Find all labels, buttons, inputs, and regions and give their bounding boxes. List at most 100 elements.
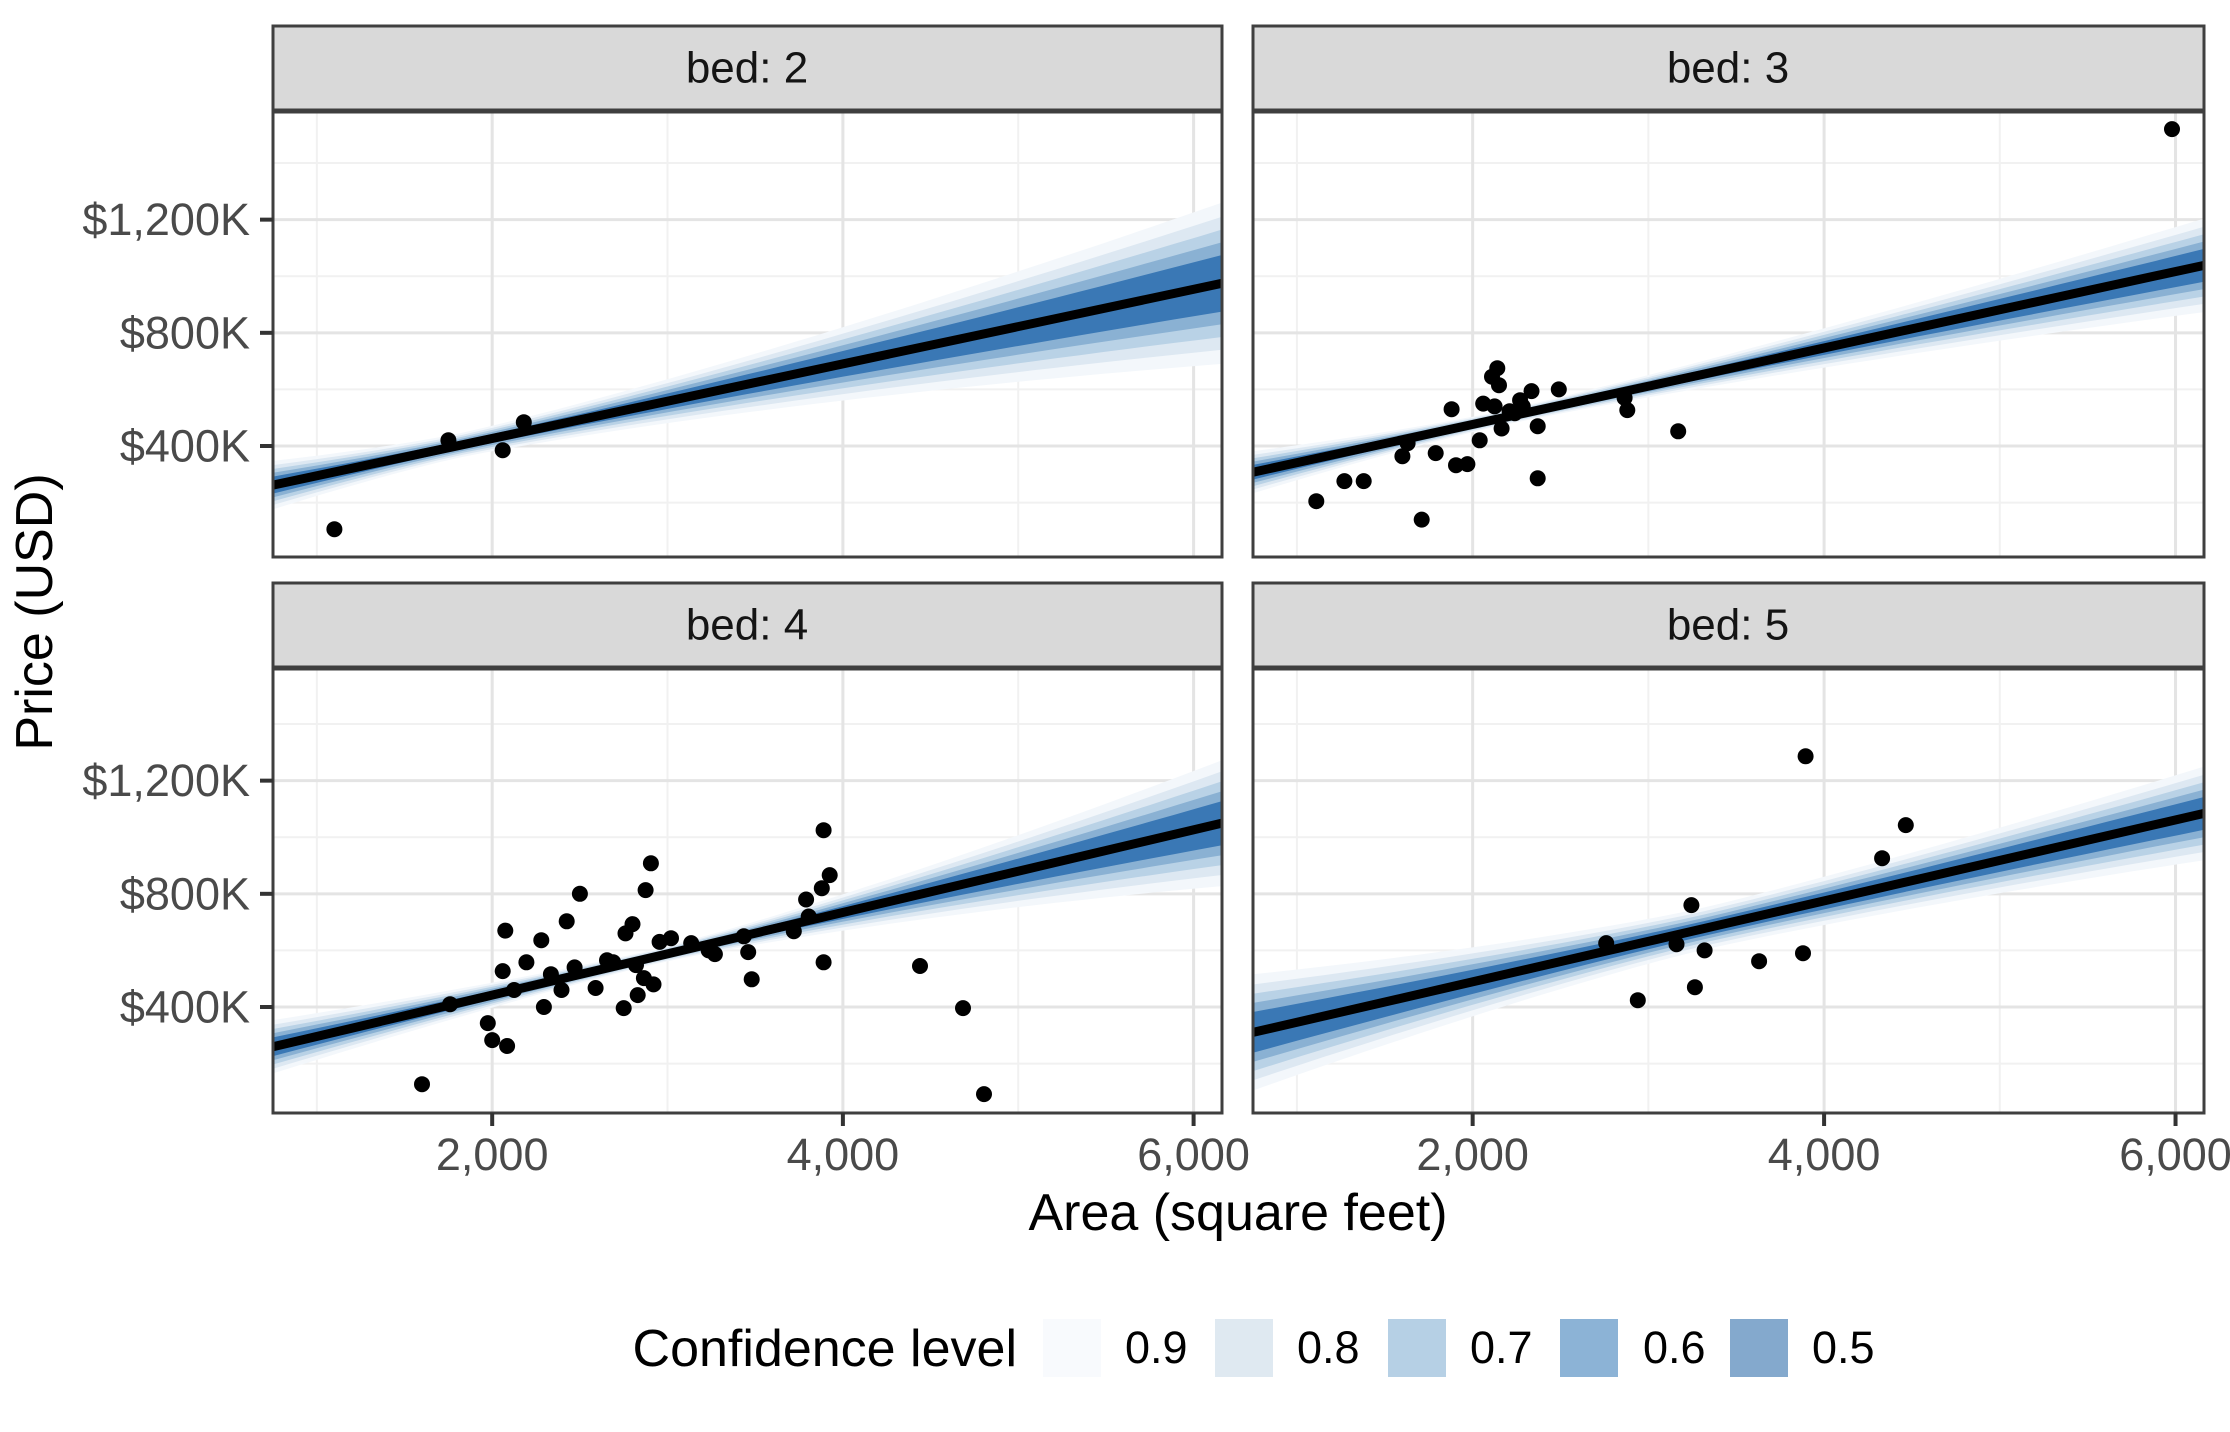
data-point [615,1000,632,1017]
facet-strip-bed-2 [271,24,1224,112]
data-point [683,935,700,952]
data-point [1336,473,1353,490]
data-point [813,880,830,897]
legend-label: 0.5 [1812,1322,1875,1373]
data-point [1413,511,1430,528]
gridlines [1253,669,2204,1113]
data-point [1486,398,1503,415]
data-points [1308,121,2180,528]
data-point [1394,448,1411,465]
legend-swatch-0.5 [1730,1319,1788,1377]
data-point [800,908,817,925]
x-tick-label: 4,000 [787,1129,900,1180]
x-tick-label: 4,000 [1768,1129,1881,1180]
data-point [1795,945,1811,962]
data-point [1686,979,1703,996]
data-point [533,932,550,949]
data-point [1399,435,1416,452]
data-point [1459,456,1476,473]
x-axis-title: Area (square feet) [1028,1184,1447,1242]
data-point [515,414,532,431]
chart-layers: $400K $800K $1,200K 2,000 4,000 6,000 $400K $80… [82,110,2230,1180]
data-point [553,982,570,998]
facet-panel-bed-4: 2,000 4,000 6,000 $400K $800K $1,200K [82,667,1250,1180]
data-point [1897,817,1914,834]
legend-label: 0.6 [1643,1322,1706,1373]
data-point [542,966,559,983]
legend-swatch-0.9 [1043,1319,1101,1377]
data-point [1514,398,1531,415]
data-point [628,957,644,974]
data-point [414,1076,430,1093]
data-point [912,958,928,974]
data-point [494,442,511,459]
data-point [1427,445,1444,462]
data-point [624,916,641,933]
data-point [1443,401,1460,418]
data-point [740,944,757,961]
data-point [442,996,459,1013]
panel-background [1253,669,2204,1113]
panel-border [1251,667,2206,1115]
y-axis-title: Price (USD) [6,473,64,750]
data-point [499,1038,516,1054]
data-point [479,1015,496,1032]
confidence-bands [1253,218,2204,494]
facet-strip-bed-5 [1251,581,2206,669]
facet-strips: bed: 2 bed: 3 bed: 4 bed: 5 [271,24,2206,669]
data-point [1489,360,1506,377]
data-point [497,922,514,939]
legend-title: Confidence level [633,1320,1017,1378]
data-point [821,867,838,884]
data-point [815,822,832,839]
y-tick-label: $800K [120,868,250,919]
data-points [326,414,532,538]
data-point [494,963,511,980]
legend-label: 0.9 [1125,1322,1188,1373]
data-point [440,432,457,449]
data-point [955,1000,971,1017]
data-points [1598,748,1914,1009]
data-point [1616,389,1633,406]
data-point [743,971,760,988]
data-point [605,954,622,971]
regression-line [1253,809,2204,1037]
data-point [1491,377,1507,394]
regression-line [273,278,1222,490]
strip-label: bed: 5 [1667,601,1789,650]
facet-panel-bed-2: $400K $800K $1,200K [82,110,1224,559]
data-point [1598,935,1615,952]
strip-label: bed: 4 [686,601,808,650]
data-point [1874,850,1891,867]
data-point [1550,381,1567,398]
data-point [566,959,583,976]
data-point [706,946,723,963]
data-point [815,954,832,971]
strip-label: bed: 2 [686,44,808,93]
facet-panel-bed-5: 2,000 4,000 6,000 [1251,667,2230,1180]
panel-border [271,667,1224,1115]
data-point [518,954,535,971]
facet-strip-bed-4 [271,581,1224,669]
data-point [1797,748,1814,765]
data-point [1308,493,1325,510]
data-point [785,923,802,940]
x-tick-label: 6,000 [1137,1129,1250,1180]
data-point [1529,470,1546,487]
panel-border [1251,110,2206,559]
legend-label: 0.7 [1470,1322,1533,1373]
data-points [414,822,992,1103]
x-tick-label: 2,000 [436,1129,549,1180]
x-tick-label: 6,000 [2119,1129,2230,1180]
data-point [1493,420,1510,437]
data-point [645,976,662,993]
legend-swatch-0.8 [1215,1319,1273,1377]
data-point [976,1086,992,1103]
data-point [1619,402,1636,419]
confidence-bands [1253,766,2204,1091]
gridlines [273,669,1222,1113]
data-point [1668,936,1685,953]
data-point [2164,121,2180,138]
data-point [558,913,575,930]
